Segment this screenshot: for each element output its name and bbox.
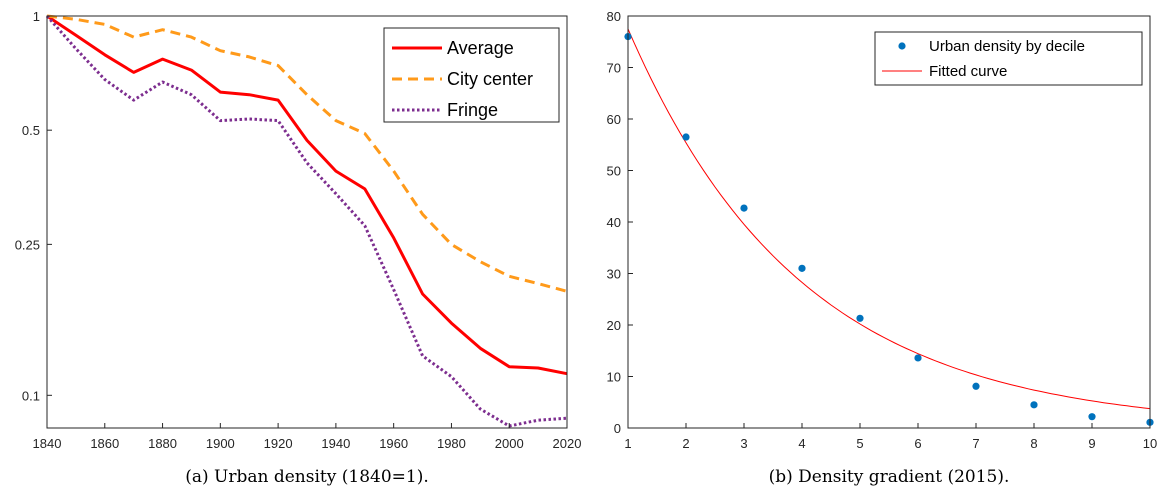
data-point xyxy=(972,382,980,390)
y-tick-label: 30 xyxy=(607,267,621,282)
panel-a-axes-box xyxy=(46,15,568,429)
legend-box xyxy=(874,31,1143,86)
y-tick-label: 70 xyxy=(607,61,621,76)
y-tick-label: 1 xyxy=(33,9,40,24)
data-point xyxy=(682,133,690,141)
x-tick-label: 1960 xyxy=(379,436,408,451)
x-tick-label: 1920 xyxy=(264,436,293,451)
x-tick-label: 3 xyxy=(740,436,747,451)
x-tick-label: 10 xyxy=(1143,436,1157,451)
y-tick-label: 80 xyxy=(607,9,621,24)
y-tick-label: 0.1 xyxy=(22,388,40,403)
series-line-average xyxy=(46,14,568,376)
y-tick-label: 50 xyxy=(607,164,621,179)
panel-b-series xyxy=(624,28,1154,426)
panel-a-series xyxy=(45,14,568,428)
x-tick-label: 1860 xyxy=(90,436,119,451)
data-point xyxy=(740,204,748,212)
y-tick-label: 0.5 xyxy=(22,123,40,138)
legend-label: Average xyxy=(447,38,514,58)
x-tick-label: 2000 xyxy=(495,436,524,451)
x-tick-label: 1880 xyxy=(148,436,177,451)
x-tick-label: 1840 xyxy=(33,436,62,451)
x-tick-label: 9 xyxy=(1088,436,1095,451)
panel-b-x-ticks: 1 2 3 4 5 6 7 8 9 10 xyxy=(624,423,1157,451)
legend-label: Fitted curve xyxy=(929,63,1007,80)
legend-label: Fringe xyxy=(447,100,498,120)
panel-a: 1840 1860 1880 1900 1920 1940 1960 1980 2000 2020… xyxy=(15,9,582,487)
x-tick-label: 4 xyxy=(798,436,805,451)
panel-a-y-ticks: 1 0.5 0.25 0.1 xyxy=(15,9,52,403)
legend-label: Urban density by decile xyxy=(929,38,1085,55)
data-point xyxy=(856,314,864,322)
legend-marker xyxy=(898,42,906,50)
series-line-fringe xyxy=(45,15,568,428)
x-tick-label: 2 xyxy=(682,436,689,451)
y-tick-label: 0.25 xyxy=(15,237,40,252)
y-tick-label: 60 xyxy=(607,112,621,127)
x-tick-label: 2020 xyxy=(553,436,582,451)
y-tick-label: 20 xyxy=(607,318,621,333)
x-tick-label: 1940 xyxy=(321,436,350,451)
data-point xyxy=(798,264,806,272)
legend-box xyxy=(383,27,560,123)
y-tick-label: 10 xyxy=(607,370,621,385)
data-point xyxy=(1088,413,1096,421)
panel-a-legend: Average City center Fringe xyxy=(383,27,560,123)
x-tick-label: 1980 xyxy=(437,436,466,451)
x-tick-label: 7 xyxy=(972,436,979,451)
data-point xyxy=(1030,401,1038,409)
x-tick-label: 1 xyxy=(624,436,631,451)
panel-b-legend: Urban density by decile Fitted curve xyxy=(874,31,1143,86)
fitted-curve xyxy=(627,28,1151,410)
legend-label: City center xyxy=(447,69,533,89)
data-point xyxy=(914,354,922,362)
y-tick-label: 0 xyxy=(614,421,621,436)
x-tick-label: 5 xyxy=(856,436,863,451)
x-tick-label: 1900 xyxy=(206,436,235,451)
panel-b-y-ticks: 0 10 20 30 40 50 60 70 80 xyxy=(607,9,633,436)
panel-a-x-ticks: 1840 1860 1880 1900 1920 1940 1960 1980 2000 2020 xyxy=(33,423,582,451)
x-tick-label: 8 xyxy=(1030,436,1037,451)
y-tick-label: 40 xyxy=(607,215,621,230)
panel-b-caption: (b) Density gradient (2015). xyxy=(769,467,1010,487)
x-tick-label: 6 xyxy=(914,436,921,451)
panel-b: 1 2 3 4 5 6 7 8 9 10 0 10 20 30 40 50 60 70 80 Urban dens… xyxy=(607,9,1158,487)
panel-a-caption: (a) Urban density (1840=1). xyxy=(185,467,429,487)
